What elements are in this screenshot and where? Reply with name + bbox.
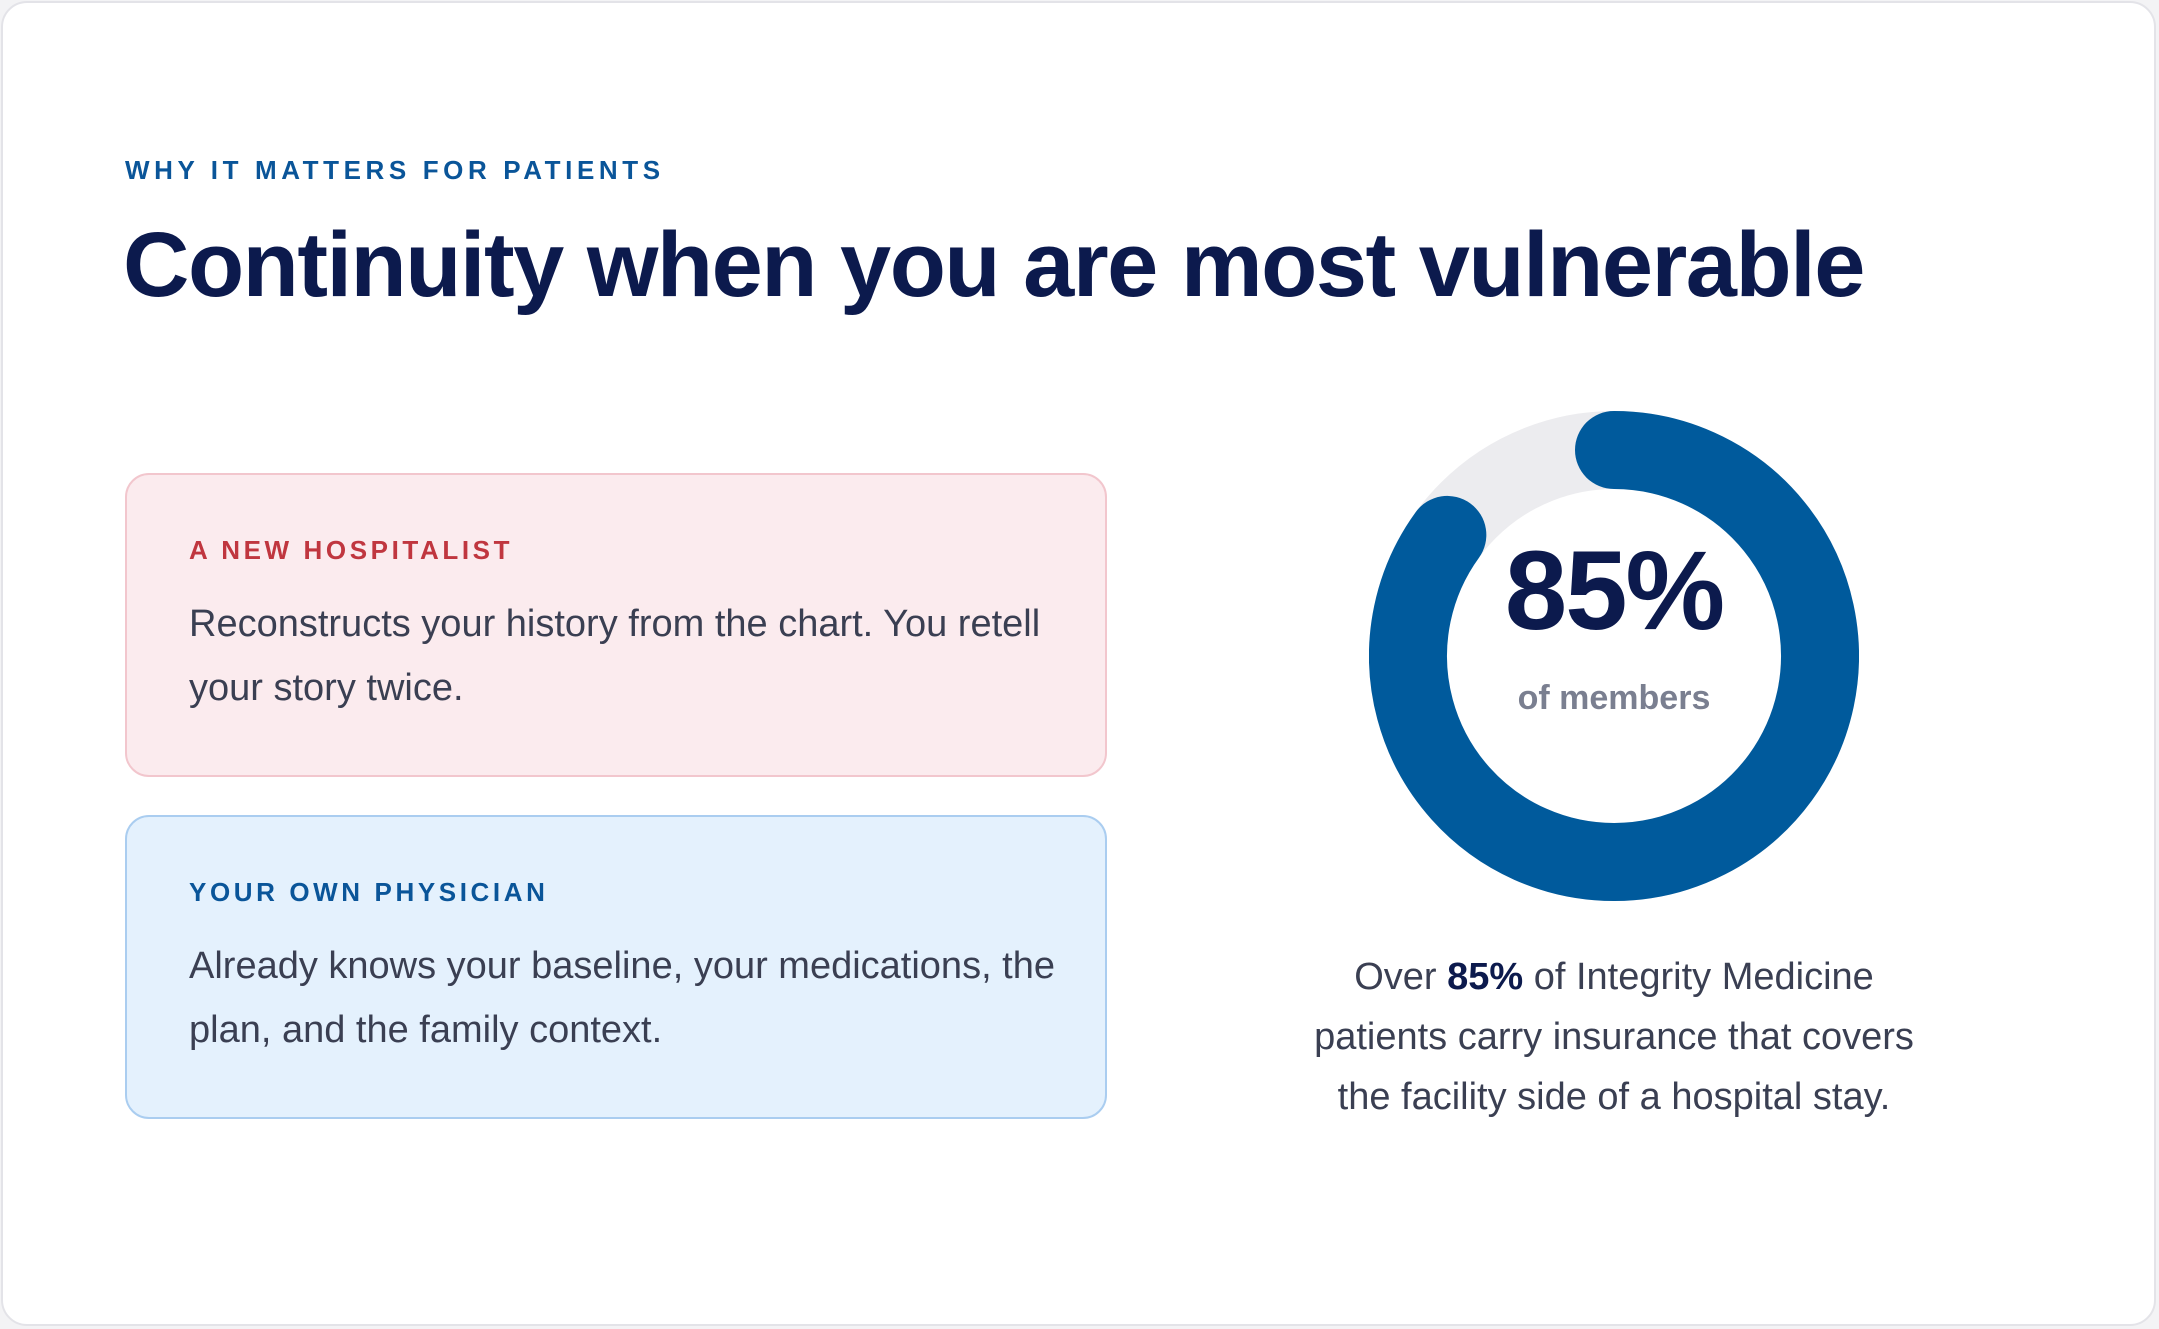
physician-card: YOUR OWN PHYSICIAN Already knows your ba… [125, 815, 1107, 1119]
donut-chart [1369, 411, 1859, 901]
summary-suffix: of Integrity Medicine patients carry ins… [1314, 956, 1914, 1118]
page-title: Continuity when you are most vulnerable [123, 214, 1865, 316]
stat-summary: Over 85% of Integrity Medicine patients … [1303, 947, 1925, 1127]
physician-label: YOUR OWN PHYSICIAN [189, 877, 549, 907]
summary-highlight: 85% [1447, 956, 1524, 998]
hospitalist-label: A NEW HOSPITALIST [189, 535, 514, 565]
physician-text: Already knows your baseline, your medica… [189, 945, 1056, 1051]
summary-prefix: Over [1354, 956, 1448, 998]
hospitalist-card: A NEW HOSPITALIST Reconstructs your hist… [125, 473, 1107, 777]
section-eyebrow: WHY IT MATTERS FOR PATIENTS [125, 155, 665, 185]
donut-progress-arc [1369, 411, 1859, 901]
hospitalist-text: Reconstructs your history from the chart… [189, 603, 1041, 709]
stat-caption: of members [1517, 679, 1711, 717]
stat-value: 85% [1504, 528, 1725, 653]
